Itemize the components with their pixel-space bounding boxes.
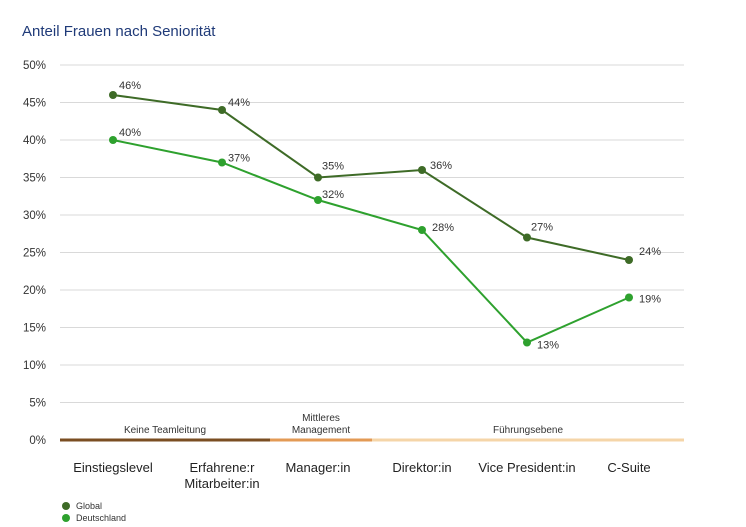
series-line-deutschland <box>112 139 630 344</box>
band-label: Management <box>292 425 351 436</box>
data-label: 36% <box>430 160 452 172</box>
y-tick-label: 20% <box>23 285 46 297</box>
data-label: 32% <box>322 189 344 201</box>
data-point <box>418 166 426 174</box>
data-point <box>109 136 117 144</box>
band-label: Keine Teamleitung <box>124 425 206 436</box>
x-tick-label: Vice President:in <box>478 460 575 475</box>
series-group: 46% 44% 35% 36% 27% 24% 40% 37% 32% 28% 13% 19% <box>109 80 661 352</box>
data-point <box>314 173 322 182</box>
data-label: 44% <box>228 97 250 109</box>
y-tick-label: 35% <box>23 173 46 185</box>
series-line-global <box>112 94 630 261</box>
legend-label: Deutschland <box>76 513 126 523</box>
y-tick-label: 40% <box>23 135 46 147</box>
chart-title: Anteil Frauen nach Seniorität <box>22 23 216 40</box>
band-label: Führungsebene <box>493 425 563 436</box>
legend-label: Global <box>76 501 102 511</box>
data-point <box>218 158 226 167</box>
legend-marker <box>62 514 70 522</box>
data-label: 46% <box>119 80 141 92</box>
data-point <box>218 106 226 114</box>
y-tick-label: 25% <box>23 248 46 260</box>
y-tick-label: 30% <box>23 210 46 222</box>
x-tick-label: Manager:in <box>285 460 350 475</box>
x-tick-label: Erfahrene:r <box>189 460 255 475</box>
y-tick-label: 50% <box>23 60 46 72</box>
y-axis: 0% 5% 10% 15% 20% 25% 30% 35% 40% 45% 50% <box>23 60 46 447</box>
data-label: 37% <box>228 153 250 165</box>
y-tick-label: 15% <box>23 323 46 335</box>
x-tick-label: C-Suite <box>607 460 650 475</box>
data-point <box>109 91 117 99</box>
band-label: Mittleres <box>302 413 340 424</box>
y-tick-label: 5% <box>29 398 46 410</box>
data-label: 24% <box>639 246 661 258</box>
y-tick-label: 0% <box>29 435 46 447</box>
x-tick-label: Mitarbeiter:in <box>184 476 259 491</box>
data-point <box>523 233 531 242</box>
x-tick-label: Direktor:in <box>392 460 451 475</box>
data-point <box>625 293 633 302</box>
data-point <box>418 226 426 234</box>
legend: Global Deutschland <box>62 501 126 523</box>
data-label: 19% <box>639 294 661 306</box>
x-tick-label: Einstiegslevel <box>73 460 153 475</box>
legend-marker <box>62 502 70 510</box>
data-point <box>314 196 322 204</box>
y-tick-label: 10% <box>23 360 46 372</box>
data-label: 28% <box>432 222 454 234</box>
y-tick-label: 45% <box>23 98 46 110</box>
data-point <box>523 338 531 347</box>
data-label: 35% <box>322 161 344 173</box>
data-label: 13% <box>537 340 559 352</box>
grid-lines <box>60 64 684 403</box>
data-point <box>625 256 633 264</box>
data-label: 40% <box>119 127 141 139</box>
data-label: 27% <box>531 222 553 234</box>
